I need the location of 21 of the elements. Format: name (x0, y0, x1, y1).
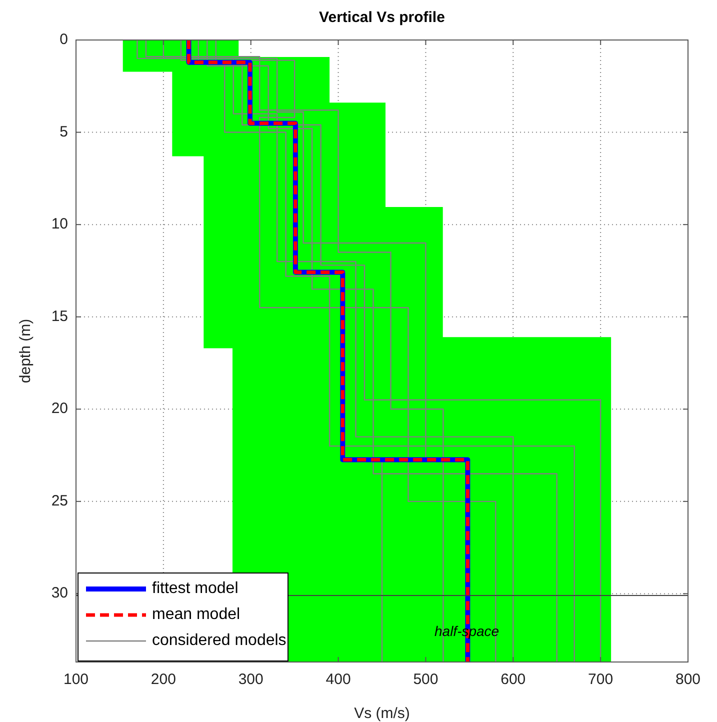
y-tick-label: 5 (60, 123, 68, 140)
legend-label: fittest model (152, 580, 238, 598)
x-tick-label: 400 (326, 671, 351, 688)
legend-label: considered models (152, 632, 286, 650)
x-tick-label: 200 (150, 671, 176, 688)
chart-title: Vertical Vs profile (319, 9, 445, 26)
y-tick-label: 20 (51, 400, 68, 418)
y-tick-label: 25 (51, 492, 68, 510)
y-axis-title: depth (m) (17, 318, 34, 384)
y-tick-label: 15 (51, 308, 68, 325)
x-tick-label: 800 (675, 671, 701, 688)
x-tick-label: 600 (500, 671, 526, 688)
x-tick-label: 100 (63, 671, 89, 688)
legend-label: mean model (152, 606, 240, 624)
x-axis-title: Vs (m/s) (354, 705, 410, 722)
x-tick-label: 500 (413, 671, 438, 688)
x-tick-label: 300 (238, 671, 264, 688)
x-tick-label: 700 (588, 671, 614, 688)
y-tick-label: 0 (60, 30, 68, 48)
y-tick-label: 30 (51, 584, 68, 602)
y-tick-label: 10 (51, 216, 68, 233)
